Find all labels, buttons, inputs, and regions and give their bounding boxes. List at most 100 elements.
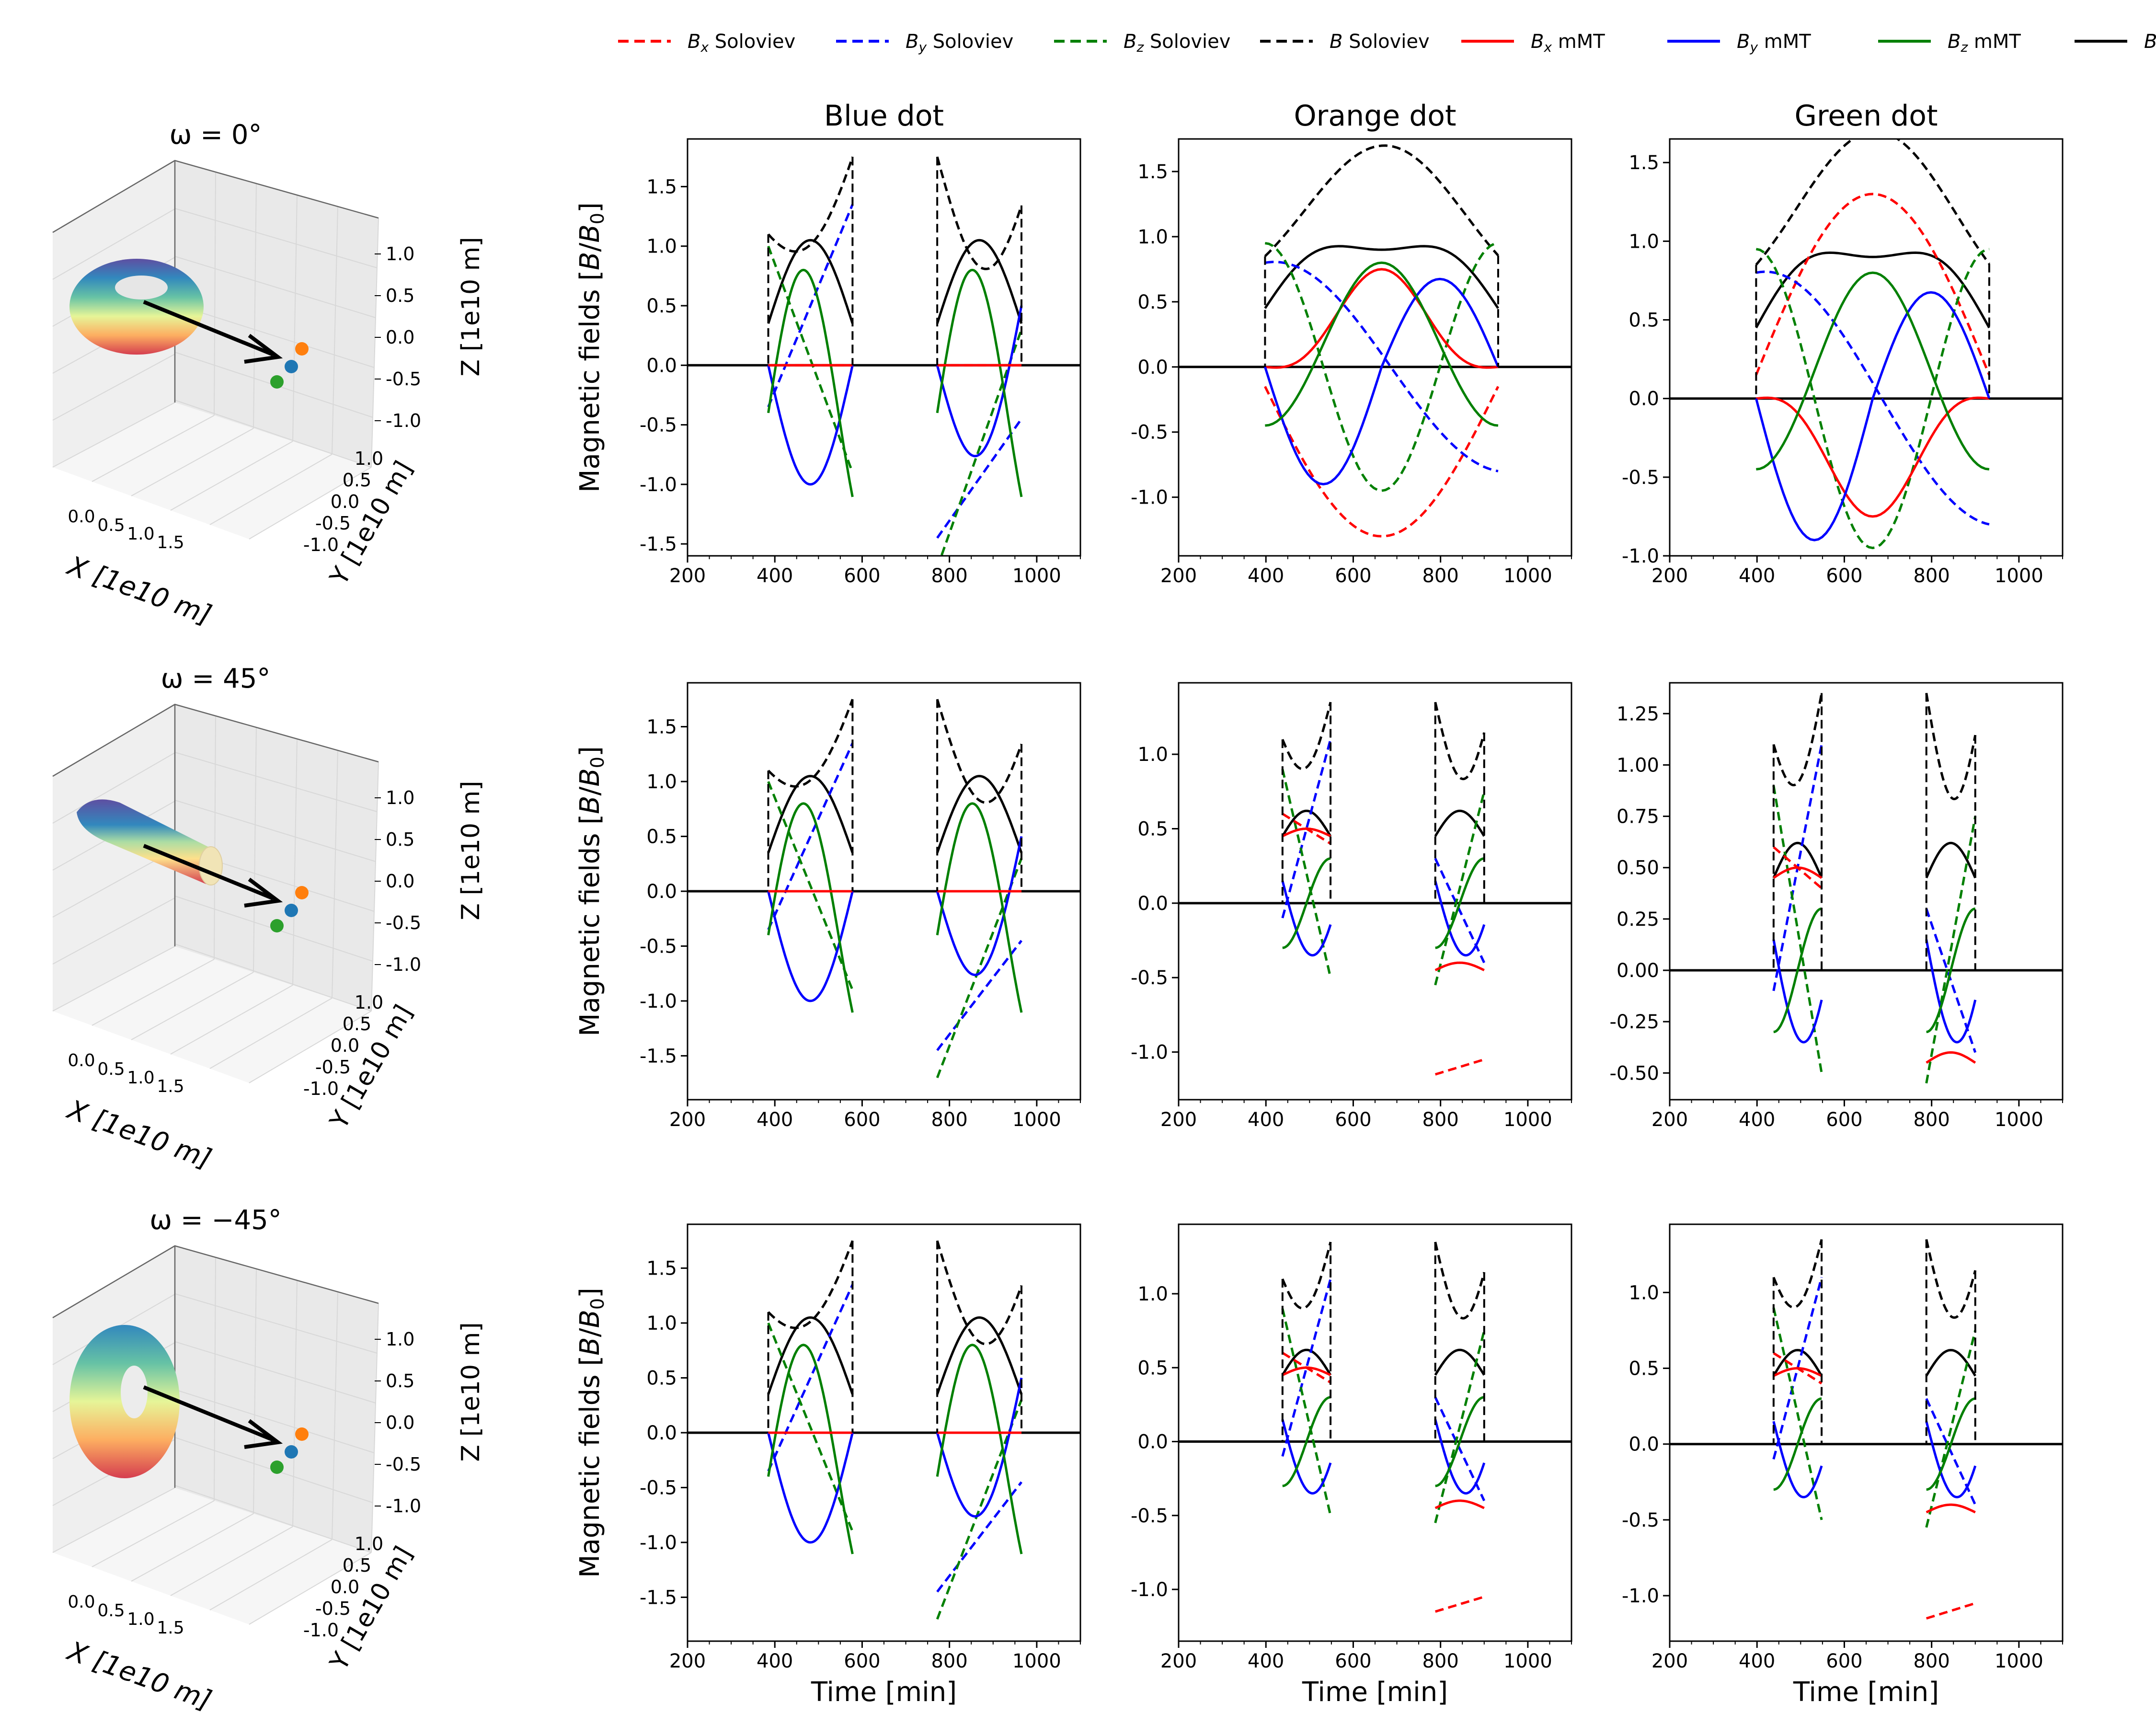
green-dot <box>270 1460 284 1474</box>
x-tick-label: 600 <box>1826 1650 1862 1672</box>
series-Bz_mmt <box>1773 1397 1822 1491</box>
z-tick-label: 0.0 <box>386 1412 414 1433</box>
z-tick-label: 1.0 <box>386 243 414 264</box>
series-Bz_mmt <box>767 268 854 497</box>
z-tick-label: -1.0 <box>386 954 421 975</box>
x-axis-label: X [1e10 m] <box>62 550 216 631</box>
arrow-head <box>244 1419 283 1449</box>
series-Bz_sol <box>936 858 1023 1079</box>
y-tick-label: -0.5 <box>1622 467 1659 489</box>
panel-frame <box>1178 682 1572 1101</box>
series-B_sol <box>1281 1242 1332 1310</box>
x-tick-label: 600 <box>1335 1650 1371 1672</box>
z-tick-label: -0.5 <box>386 368 421 390</box>
y-tick-label: -0.5 <box>640 1477 677 1499</box>
series-B_mmt <box>1925 841 1977 879</box>
y-axis-label: Magnetic fields [B/B0] <box>574 202 608 493</box>
x-tick-label: 0.0 <box>68 507 95 527</box>
y-tick-label: 0.5 <box>1137 818 1168 840</box>
pane-floor <box>53 946 371 1083</box>
series-Bz_sol <box>1755 248 1990 550</box>
curves <box>688 699 1080 1079</box>
series-Bx_sol <box>1264 386 1500 538</box>
z-tick-label: -0.5 <box>386 912 421 933</box>
y-tick-label: 0.5 <box>1628 1358 1659 1380</box>
grid-line <box>52 354 175 421</box>
column-title-0: Blue dot <box>824 99 944 133</box>
pane-side-wall <box>53 704 175 1011</box>
x-tick-label: 1000 <box>1012 1650 1061 1672</box>
row-title: ω = 0° <box>169 119 262 150</box>
series-By_sol <box>936 940 1022 1051</box>
x-axis-label: X [1e10 m] <box>62 1635 216 1716</box>
series-B_sol <box>1755 139 1990 266</box>
series-B_sol <box>1772 1239 1823 1309</box>
series-B_sol <box>767 156 854 253</box>
grid-line <box>174 752 378 812</box>
y-tick-label: 0.5 <box>1628 310 1659 332</box>
grid-line <box>292 195 298 442</box>
series-Bx_sol <box>1927 1186 1975 1207</box>
series-Bz_sol <box>767 245 854 473</box>
series-Bz_mmt <box>936 802 1023 1013</box>
y-tick-label: 1.0 <box>1137 1283 1168 1305</box>
grid-line <box>249 1011 372 1083</box>
curves <box>1179 1242 1571 1613</box>
y-tick-label: -1.0 <box>640 990 677 1012</box>
y-tick-label: 1.0 <box>1628 230 1659 253</box>
pane-back-wall <box>175 1246 378 1552</box>
x-tick-label: 1000 <box>1995 1650 2043 1672</box>
x-tick-label: 400 <box>1739 565 1775 587</box>
orange-dot <box>295 1427 309 1441</box>
grid-line <box>209 1539 333 1610</box>
series-By_mmt <box>1434 880 1486 957</box>
grid-line <box>249 467 372 540</box>
y-tick-label: 1.0 <box>646 236 677 258</box>
x-tick-label: 1.0 <box>127 524 154 544</box>
grid-line <box>174 400 372 468</box>
torus-hole <box>115 276 168 299</box>
y-tick-label: -1.0 <box>303 1078 339 1099</box>
y-tick-label: 0.0 <box>1628 1434 1659 1456</box>
z-axis-label: Z [1e10 m] <box>457 781 485 920</box>
series-Bx_mmt <box>1926 1503 1976 1514</box>
y-tick-label: 0.5 <box>343 470 371 491</box>
x-tick-label: 800 <box>1422 1109 1458 1131</box>
series-Bz_sol <box>940 329 1023 556</box>
series-By_sol <box>1755 270 1990 526</box>
y-tick-label: 1.0 <box>646 771 677 793</box>
y-tick-label: 0.75 <box>1617 806 1659 828</box>
grid-line <box>92 959 215 1026</box>
panel-r2-c0: 200 400 600 800 1000 -1.5 -1.0 -0.5 0.0 0.5 1.0 1.5… <box>574 1223 1081 1708</box>
series-Bz_mmt <box>767 802 854 1013</box>
y-tick-label: 0.5 <box>343 1555 371 1576</box>
grid-line <box>174 304 375 368</box>
geometry-panels: ω = 0°1.00.50.0-0.5-1.0Z [1e10 m]1.00.50… <box>52 119 485 1716</box>
series-Bz_sol <box>936 1399 1023 1620</box>
y-tick-label: 0.0 <box>646 881 677 903</box>
pane-back-wall <box>175 161 378 467</box>
grid-line <box>209 454 333 525</box>
series-Bx_mmt <box>1773 866 1823 879</box>
curves <box>1670 692 2063 1207</box>
grid-line <box>174 1485 372 1553</box>
series-B_sol <box>936 156 1023 270</box>
panel-r0-c0: 200 400 600 800 1000 -1.5 -1.0 -0.5 0.0 0.5 1.0 1.5… <box>574 138 1081 587</box>
x-tick-label: 1000 <box>1503 565 1552 587</box>
legend-label-5: By mMT <box>1737 31 1811 55</box>
y-tick-label: 0.5 <box>1137 1357 1168 1379</box>
y-tick-label: 1.0 <box>646 1312 677 1334</box>
y-tick-label: -0.5 <box>315 1057 351 1078</box>
series-Bz_mmt <box>1435 1396 1484 1487</box>
series-B_sol <box>1772 692 1823 787</box>
y-tick-label: -1.5 <box>640 1045 677 1067</box>
z-tick-label: 1.0 <box>386 1329 414 1350</box>
y-tick-label: -1.0 <box>303 534 339 555</box>
series-Bz_mmt <box>936 268 1023 497</box>
series-B_sol <box>1434 702 1486 781</box>
y-tick-label: -0.25 <box>1610 1011 1660 1033</box>
torus-hole <box>121 1366 148 1418</box>
grid-line <box>174 943 372 1012</box>
panel-r0-c1: 200 400 600 800 1000 -1.0 -0.5 0.0 0.5 1.0 1.5 <box>1131 138 1572 587</box>
series-B_sol <box>767 1240 854 1329</box>
